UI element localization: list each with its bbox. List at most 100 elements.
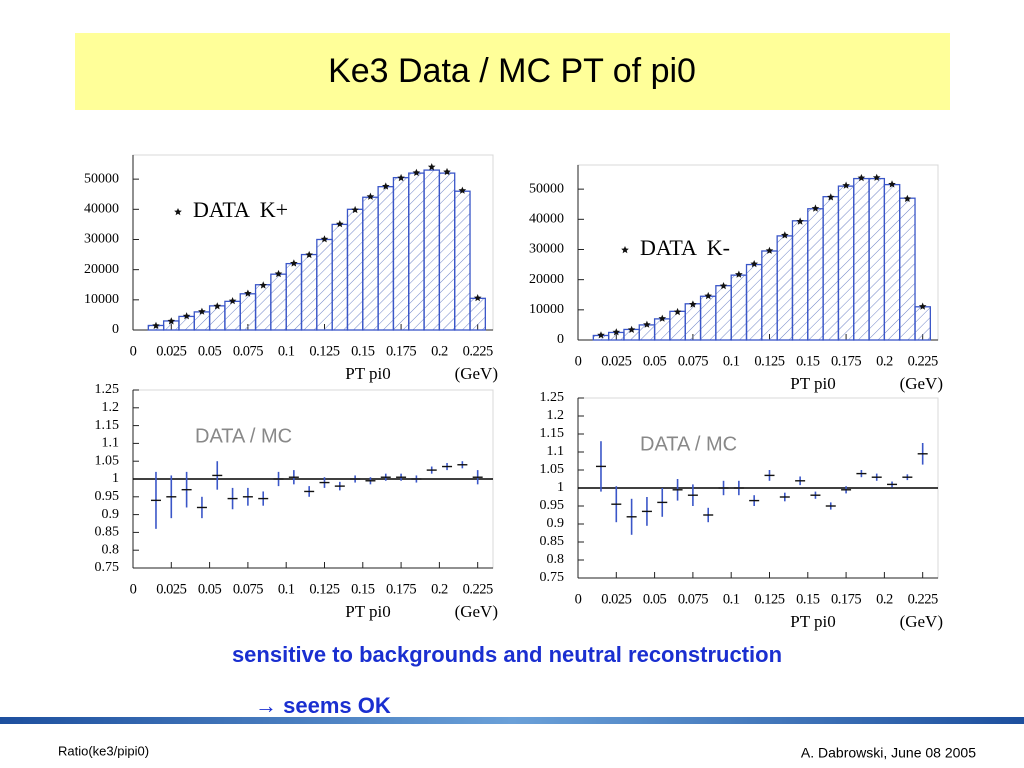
data-point <box>888 180 896 188</box>
y-tick-label: 40000 <box>529 212 564 227</box>
y-tick-label: 50000 <box>529 181 564 196</box>
x-tick-label: 0.05 <box>198 581 222 597</box>
histogram-bar <box>316 238 333 331</box>
x-tick-label: 0.225 <box>463 343 493 359</box>
histogram-bar <box>761 250 778 341</box>
histogram-bar <box>270 273 287 331</box>
data-point <box>750 260 758 268</box>
x-axis-label: PT pi0 <box>790 374 836 393</box>
histogram-bar <box>914 306 931 341</box>
x-axis-unit: (GeV) <box>900 612 943 631</box>
x-tick-label: 0.125 <box>309 343 339 359</box>
y-tick-label: 20000 <box>84 262 119 277</box>
data-point <box>182 312 191 320</box>
y-tick-label: 0.75 <box>95 560 120 575</box>
annotation: DATA / MC <box>640 433 737 455</box>
y-tick-label: 0.8 <box>102 542 120 557</box>
data-point <box>918 302 927 310</box>
x-tick-label: 0.15 <box>351 343 375 359</box>
x-tick-label: 0.1 <box>278 581 295 597</box>
x-tick-label: 0.05 <box>643 353 667 369</box>
data-point <box>152 321 160 329</box>
data-point <box>719 282 728 290</box>
x-tick-label: 0.025 <box>601 591 631 607</box>
histogram-bar <box>853 177 870 341</box>
x-tick-label: 0.175 <box>386 581 416 597</box>
data-point <box>872 173 881 181</box>
conclusion: → seems OK <box>255 693 391 718</box>
data-point <box>382 182 390 190</box>
x-axis-label: PT pi0 <box>345 602 391 621</box>
histogram-bar <box>254 284 272 331</box>
y-tick-label: 40000 <box>84 202 119 217</box>
x-tick-label: 0.125 <box>754 591 784 607</box>
data-point <box>244 289 252 297</box>
y-tick-label: 1.2 <box>102 400 120 415</box>
data-point <box>305 250 313 259</box>
y-tick-label: 0.95 <box>540 498 565 513</box>
histogram-bar <box>408 172 425 331</box>
y-tick-label: 10000 <box>529 302 564 317</box>
x-tick-label: 0.025 <box>601 353 631 369</box>
histogram-bar <box>469 297 486 331</box>
y-tick-label: 0.85 <box>540 534 565 549</box>
histogram-bar <box>899 197 916 341</box>
data-point <box>259 281 267 289</box>
histogram-bar <box>362 196 379 331</box>
data-point <box>473 294 482 302</box>
data-point <box>290 259 298 267</box>
data-point <box>627 325 636 333</box>
note: sensitive to backgrounds and neutral rec… <box>232 642 782 667</box>
data-point <box>228 297 237 305</box>
legend-marker <box>621 246 629 254</box>
data-point <box>612 328 621 336</box>
x-tick-label: 0.225 <box>908 591 938 607</box>
histogram-bar <box>699 295 717 341</box>
x-tick-label: 0.2 <box>876 353 893 369</box>
footer-right: A. Dabrowski, June 08 2005 <box>801 745 976 761</box>
x-tick-label: 0.15 <box>796 353 820 369</box>
data-point <box>597 331 605 339</box>
x-tick-label: 0.175 <box>831 591 861 607</box>
histogram-bar <box>745 263 763 341</box>
x-axis-unit: (GeV) <box>455 364 498 383</box>
x-tick-label: 0.125 <box>309 581 339 597</box>
y-tick-label: 0 <box>112 322 119 337</box>
histogram-bar <box>669 310 686 341</box>
x-tick-label: 0.075 <box>233 343 263 359</box>
histogram-bar <box>684 303 702 341</box>
x-tick-label: 0.05 <box>643 591 667 607</box>
data-point <box>351 205 359 214</box>
data-point <box>673 307 682 316</box>
data-point <box>274 269 283 278</box>
x-tick-label: 0 <box>130 343 137 359</box>
y-tick-label: 1.15 <box>540 426 565 441</box>
histogram-bar <box>653 318 671 341</box>
histogram-bar <box>822 196 840 341</box>
y-tick-label: 30000 <box>529 242 564 257</box>
x-tick-label: 0.1 <box>278 343 295 359</box>
data-point <box>658 314 667 322</box>
y-tick-label: 1.1 <box>102 436 120 451</box>
x-tick-label: 0.1 <box>723 353 740 369</box>
x-tick-label: 0.125 <box>754 353 784 369</box>
histogram-bar <box>208 305 226 331</box>
footer-bar <box>0 717 1024 724</box>
y-tick-label: 0 <box>557 332 564 347</box>
x-tick-label: 0.15 <box>796 591 820 607</box>
data-point <box>443 167 451 176</box>
y-tick-label: 0.9 <box>547 516 565 531</box>
x-axis-label: PT pi0 <box>790 612 836 631</box>
y-tick-label: 1.05 <box>540 462 565 477</box>
x-tick-label: 0.05 <box>198 343 222 359</box>
x-tick-label: 0.1 <box>723 591 740 607</box>
y-tick-label: 30000 <box>84 232 119 247</box>
x-axis-unit: (GeV) <box>455 602 498 621</box>
y-tick-label: 50000 <box>84 171 119 186</box>
histogram-bar <box>807 208 824 341</box>
y-tick-label: 0.75 <box>540 570 565 585</box>
annotation: DATA / MC <box>195 425 292 447</box>
histogram-bar <box>224 300 241 331</box>
histogram-bar <box>178 315 195 331</box>
